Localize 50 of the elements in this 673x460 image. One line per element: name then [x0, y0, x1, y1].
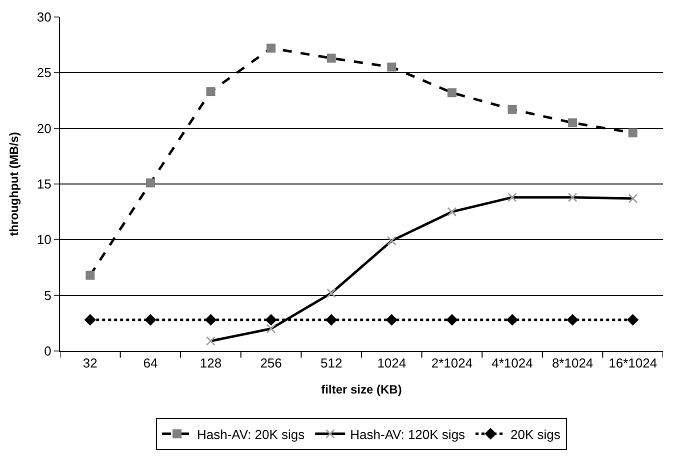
point [266, 44, 276, 53]
point [447, 207, 457, 217]
point [206, 336, 216, 346]
x-tick-label: 16*1024 [608, 356, 658, 371]
point [628, 128, 638, 138]
point [568, 118, 578, 128]
point [86, 270, 95, 280]
x-tick-label: 1024 [377, 356, 406, 371]
y-tick-label: 5 [44, 288, 52, 303]
x-tick-label: 512 [320, 356, 342, 371]
x-tick-label: 128 [200, 356, 222, 371]
x-tick-label: 4*1024 [492, 356, 533, 371]
point [84, 314, 96, 326]
point [266, 324, 276, 334]
point [447, 88, 456, 98]
point [627, 314, 639, 326]
point [386, 236, 396, 246]
y-tick-label: 30 [36, 10, 52, 25]
point [265, 314, 277, 326]
x-tick-label: 256 [260, 356, 282, 371]
point [206, 87, 216, 96]
x-axis-title: filter size (KB) [321, 382, 402, 396]
point [326, 54, 336, 63]
point [628, 194, 638, 204]
point [146, 178, 155, 188]
point [326, 314, 338, 326]
y-tick-label: 25 [36, 65, 52, 80]
legend-label: 20K sigs [510, 426, 561, 442]
legend-label: Hash-AV: 20K sigs [197, 426, 306, 442]
y-tick-label: 15 [36, 176, 52, 192]
point [506, 314, 518, 326]
x-tick-label: 32 [82, 356, 98, 371]
y-tick-label: 20 [36, 120, 52, 136]
legend-label: Hash-AV: 120K sigs [350, 426, 466, 442]
y-tick-label: 0 [44, 344, 52, 359]
point [326, 288, 336, 298]
point [386, 314, 398, 326]
point [446, 314, 458, 326]
x-tick-label: 8*1024 [552, 356, 594, 371]
x-tick-label: 64 [143, 356, 158, 371]
x-tick-label: 2*1024 [431, 356, 473, 371]
point [387, 62, 396, 72]
y-axis-title: throughput (MB/s) [7, 132, 22, 236]
point [568, 192, 578, 202]
point [508, 192, 517, 202]
y-tick-label: 10 [36, 232, 52, 248]
point [204, 314, 217, 326]
point [144, 314, 156, 326]
point [566, 314, 578, 326]
point [508, 104, 517, 114]
